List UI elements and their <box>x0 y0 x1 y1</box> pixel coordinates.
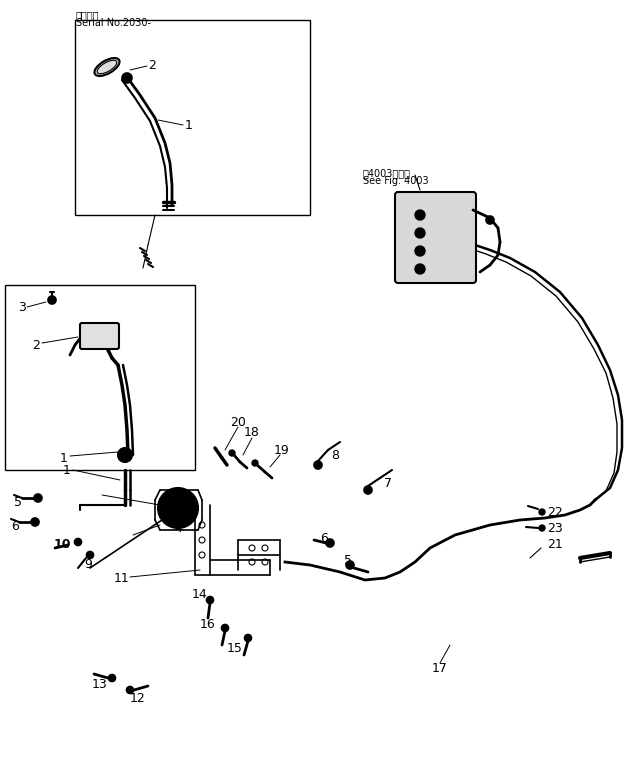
Text: 9: 9 <box>84 558 92 571</box>
Text: 20: 20 <box>230 415 246 428</box>
Circle shape <box>173 503 183 513</box>
Text: 19: 19 <box>274 444 290 457</box>
Text: 2: 2 <box>32 338 40 351</box>
Circle shape <box>166 496 190 520</box>
Circle shape <box>158 488 198 528</box>
Text: 6: 6 <box>320 532 328 545</box>
Text: 10: 10 <box>53 539 71 552</box>
Text: 16: 16 <box>200 618 216 631</box>
Bar <box>5 285 195 470</box>
Text: 23: 23 <box>547 522 563 535</box>
Circle shape <box>221 624 228 631</box>
Circle shape <box>252 460 258 466</box>
Circle shape <box>100 332 108 340</box>
FancyBboxPatch shape <box>80 323 119 349</box>
Text: 2: 2 <box>148 58 156 71</box>
Circle shape <box>34 494 42 502</box>
Circle shape <box>50 298 54 302</box>
Circle shape <box>314 461 322 469</box>
Circle shape <box>75 539 82 545</box>
Text: 8: 8 <box>331 448 339 461</box>
Text: 22: 22 <box>547 506 563 519</box>
Text: 適用号機: 適用号機 <box>76 10 100 20</box>
Text: 7: 7 <box>384 477 392 490</box>
Circle shape <box>87 552 93 558</box>
Circle shape <box>31 518 39 526</box>
Text: 6: 6 <box>11 519 19 532</box>
Circle shape <box>127 686 134 694</box>
Circle shape <box>415 264 425 274</box>
Circle shape <box>326 539 334 547</box>
Text: 1: 1 <box>185 119 193 132</box>
Text: 17: 17 <box>432 662 448 675</box>
Text: 笥4003図参用: 笥4003図参用 <box>363 168 411 178</box>
Text: 11: 11 <box>114 571 130 584</box>
Circle shape <box>124 75 130 81</box>
Circle shape <box>48 296 56 304</box>
Ellipse shape <box>95 58 120 76</box>
Circle shape <box>364 486 372 494</box>
Text: 3: 3 <box>18 301 26 314</box>
Circle shape <box>539 525 545 531</box>
Circle shape <box>415 246 425 256</box>
Circle shape <box>346 561 354 569</box>
Circle shape <box>229 450 235 456</box>
Text: 21: 21 <box>547 539 563 552</box>
Circle shape <box>206 597 213 604</box>
Circle shape <box>244 634 251 642</box>
Circle shape <box>415 228 425 238</box>
Text: 15: 15 <box>227 642 243 655</box>
Text: 12: 12 <box>130 692 146 705</box>
Circle shape <box>415 210 425 220</box>
Text: 13: 13 <box>92 679 108 692</box>
Text: 1: 1 <box>60 451 68 464</box>
Circle shape <box>539 509 545 515</box>
Bar <box>75 20 310 215</box>
Circle shape <box>486 216 494 224</box>
Text: 5: 5 <box>14 496 22 509</box>
Circle shape <box>118 448 132 462</box>
Circle shape <box>109 675 116 682</box>
FancyBboxPatch shape <box>395 192 476 283</box>
Text: 1: 1 <box>63 464 71 477</box>
Text: 14: 14 <box>192 588 208 601</box>
Text: Serial No.2030-: Serial No.2030- <box>76 18 151 28</box>
Text: See Fig. 4003: See Fig. 4003 <box>363 176 429 186</box>
Text: 5: 5 <box>344 554 352 567</box>
Circle shape <box>102 334 106 338</box>
Text: 18: 18 <box>244 425 260 438</box>
Ellipse shape <box>97 60 117 73</box>
Text: 4: 4 <box>174 522 182 535</box>
Circle shape <box>122 73 132 83</box>
